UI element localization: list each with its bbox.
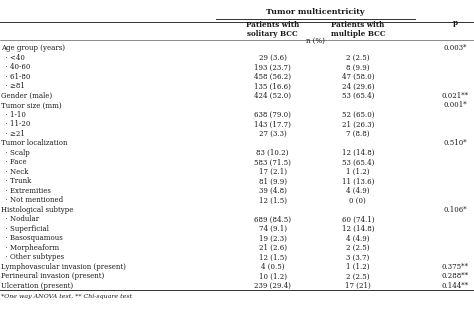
Text: 0.003*: 0.003* [443, 44, 467, 52]
Text: 458 (56.2): 458 (56.2) [254, 73, 291, 81]
Text: n (%): n (%) [306, 36, 325, 44]
Text: 1 (1.2): 1 (1.2) [346, 263, 370, 271]
Text: Tumor localization: Tumor localization [1, 139, 68, 147]
Text: 83 (10.2): 83 (10.2) [256, 149, 289, 157]
Text: 0.021**: 0.021** [442, 92, 468, 100]
Text: 74 (9.1): 74 (9.1) [258, 225, 287, 233]
Text: 12 (1.5): 12 (1.5) [258, 253, 287, 261]
Text: 19 (2.3): 19 (2.3) [259, 234, 286, 242]
Text: Histological subtype: Histological subtype [1, 206, 74, 214]
Text: · Nodular: · Nodular [1, 215, 39, 223]
Text: 81 (9.9): 81 (9.9) [258, 177, 287, 185]
Text: Tumor size (mm): Tumor size (mm) [1, 101, 62, 109]
Text: 2 (2.5): 2 (2.5) [346, 272, 370, 280]
Text: 0.375**: 0.375** [442, 263, 468, 271]
Text: 60 (74.1): 60 (74.1) [342, 215, 374, 223]
Text: 0 (0): 0 (0) [349, 196, 366, 204]
Text: · Not mentioned: · Not mentioned [1, 196, 64, 204]
Text: 4 (0.5): 4 (0.5) [261, 263, 284, 271]
Text: 0.144**: 0.144** [442, 282, 468, 290]
Text: *One way ANOVA test, ** Chi-square test: *One way ANOVA test, ** Chi-square test [1, 294, 133, 299]
Text: 21 (2.6): 21 (2.6) [258, 244, 287, 252]
Text: p: p [453, 19, 457, 27]
Text: 135 (16.6): 135 (16.6) [254, 82, 291, 90]
Text: 583 (71.5): 583 (71.5) [254, 158, 291, 166]
Text: · Face: · Face [1, 158, 27, 166]
Text: 7 (8.8): 7 (8.8) [346, 130, 370, 138]
Text: 53 (65.4): 53 (65.4) [342, 158, 374, 166]
Text: · Scalp: · Scalp [1, 149, 30, 157]
Text: 11 (13.6): 11 (13.6) [342, 177, 374, 185]
Text: · Morpheaform: · Morpheaform [1, 244, 60, 252]
Text: 638 (79.0): 638 (79.0) [254, 111, 291, 119]
Text: · 11-20: · 11-20 [1, 120, 31, 128]
Text: · Basosquamous: · Basosquamous [1, 234, 63, 242]
Text: 193 (23.7): 193 (23.7) [254, 63, 291, 71]
Text: 12 (14.8): 12 (14.8) [342, 149, 374, 157]
Text: · Trunk: · Trunk [1, 177, 32, 185]
Text: 47 (58.0): 47 (58.0) [342, 73, 374, 81]
Text: · Superficial: · Superficial [1, 225, 49, 233]
Text: 27 (3.3): 27 (3.3) [259, 130, 286, 138]
Text: Age group (years): Age group (years) [1, 44, 65, 52]
Text: · 40-60: · 40-60 [1, 63, 31, 71]
Text: 424 (52.0): 424 (52.0) [254, 92, 291, 100]
Text: 12 (14.8): 12 (14.8) [342, 225, 374, 233]
Text: · ≥21: · ≥21 [1, 130, 25, 138]
Text: 52 (65.0): 52 (65.0) [342, 111, 374, 119]
Text: 0.001*: 0.001* [443, 101, 467, 109]
Text: 12 (1.5): 12 (1.5) [258, 196, 287, 204]
Text: 39 (4.8): 39 (4.8) [259, 187, 286, 195]
Text: Patients with
multiple BCC: Patients with multiple BCC [330, 21, 385, 38]
Text: 10 (1.2): 10 (1.2) [258, 272, 287, 280]
Text: 3 (3.7): 3 (3.7) [346, 253, 370, 261]
Text: 24 (29.6): 24 (29.6) [342, 82, 374, 90]
Text: 4 (4.9): 4 (4.9) [346, 234, 370, 242]
Text: · 1-10: · 1-10 [1, 111, 26, 119]
Text: · Extremities: · Extremities [1, 187, 51, 195]
Text: Patients with
solitary BCC: Patients with solitary BCC [246, 21, 299, 38]
Text: 689 (84.5): 689 (84.5) [254, 215, 291, 223]
Text: Perineural invasion (present): Perineural invasion (present) [1, 272, 105, 280]
Text: 2 (2.5): 2 (2.5) [346, 244, 370, 252]
Text: 0.106*: 0.106* [443, 206, 467, 214]
Text: 17 (2.1): 17 (2.1) [258, 168, 287, 176]
Text: · 61-80: · 61-80 [1, 73, 31, 81]
Text: 29 (3.6): 29 (3.6) [259, 54, 286, 62]
Text: 143 (17.7): 143 (17.7) [254, 120, 291, 128]
Text: · Other subtypes: · Other subtypes [1, 253, 64, 261]
Text: Lymphovascular invasion (present): Lymphovascular invasion (present) [1, 263, 126, 271]
Text: 4 (4.9): 4 (4.9) [346, 187, 370, 195]
Text: 0.288**: 0.288** [442, 272, 468, 280]
Text: 21 (26.3): 21 (26.3) [342, 120, 374, 128]
Text: Ulceration (present): Ulceration (present) [1, 282, 73, 290]
Text: Tumor multicentricity: Tumor multicentricity [266, 8, 365, 16]
Text: · ≥81: · ≥81 [1, 82, 25, 90]
Text: 17 (21): 17 (21) [345, 282, 371, 290]
Text: 1 (1.2): 1 (1.2) [346, 168, 370, 176]
Text: 239 (29.4): 239 (29.4) [254, 282, 291, 290]
Text: 8 (9.9): 8 (9.9) [346, 63, 370, 71]
Text: · <40: · <40 [1, 54, 25, 62]
Text: 0.510*: 0.510* [443, 139, 467, 147]
Text: Gender (male): Gender (male) [1, 92, 53, 100]
Text: 53 (65.4): 53 (65.4) [342, 92, 374, 100]
Text: 2 (2.5): 2 (2.5) [346, 54, 370, 62]
Text: · Neck: · Neck [1, 168, 29, 176]
